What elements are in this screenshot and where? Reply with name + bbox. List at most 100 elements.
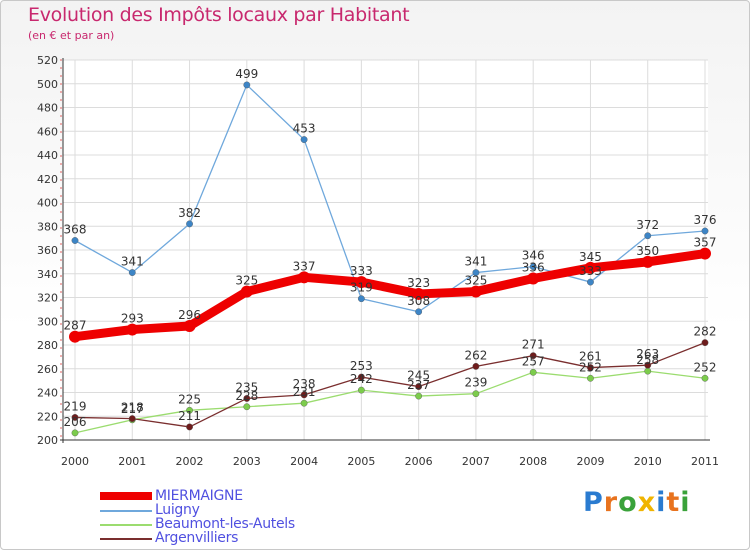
data-label: 211 <box>178 409 201 423</box>
data-label: 350 <box>636 244 659 258</box>
data-label: 333 <box>579 264 602 278</box>
y-tick-label: 380 <box>37 220 58 233</box>
data-label: 206 <box>64 415 87 429</box>
data-point <box>357 386 365 394</box>
y-tick-label: 260 <box>37 363 58 376</box>
data-label: 218 <box>121 401 144 415</box>
legend-label: MIERMAIGNE <box>155 488 243 504</box>
data-point <box>69 330 81 343</box>
y-tick-label: 440 <box>37 149 58 162</box>
data-point <box>71 414 79 421</box>
y-tick-label: 300 <box>37 315 58 328</box>
data-point <box>529 263 537 271</box>
y-tick-label: 420 <box>37 173 58 186</box>
data-label: 499 <box>235 67 258 81</box>
data-point <box>357 295 365 303</box>
data-label: 368 <box>64 223 87 237</box>
grid <box>63 59 708 441</box>
y-tick-label: 200 <box>37 434 58 447</box>
y-tick-label: 480 <box>37 102 58 115</box>
data-label: 372 <box>636 218 659 232</box>
data-point <box>355 276 368 289</box>
data-point <box>587 374 594 382</box>
x-tick-label: 2007 <box>462 455 490 468</box>
data-point <box>357 373 365 381</box>
x-tick-label: 2011 <box>691 455 719 468</box>
y-tick-label: 500 <box>37 78 58 91</box>
data-point <box>243 81 251 89</box>
data-point <box>701 374 709 382</box>
chart-subtitle: (en € et par an) <box>28 29 115 42</box>
data-label: 252 <box>579 360 602 374</box>
data-point <box>186 220 193 228</box>
chart-title: Evolution des Impôts locaux par Habitant <box>28 4 410 26</box>
data-point <box>472 362 480 370</box>
data-point <box>243 403 251 411</box>
axes: 200 220 240 260 280 300 320 340 360 380 400 420 440 4… <box>37 54 719 468</box>
data-point <box>186 406 193 414</box>
legend-label: Argenvilliers <box>155 530 239 546</box>
data-label: 231 <box>293 385 316 399</box>
x-tick-label: 2004 <box>290 455 318 468</box>
data-label: 325 <box>464 274 487 288</box>
data-label: 238 <box>293 377 316 391</box>
data-label: 323 <box>407 276 430 290</box>
y-tick-label: 320 <box>37 292 58 305</box>
x-tick-label: 2008 <box>519 455 547 468</box>
data-label: 217 <box>121 402 144 416</box>
data-label: 293 <box>121 312 144 326</box>
data-label: 219 <box>64 399 87 413</box>
data-label: 271 <box>522 338 545 352</box>
data-point <box>186 423 193 431</box>
legend-label: Luigny <box>155 502 200 518</box>
data-point <box>584 261 597 274</box>
data-label: 258 <box>636 353 659 367</box>
legend-swatch <box>100 538 152 540</box>
series-line-miermaigne <box>70 249 710 342</box>
logo-letter: P <box>583 487 604 518</box>
y-tick-label: 280 <box>37 339 58 352</box>
data-label: 263 <box>636 347 659 361</box>
logo-letter: i <box>656 487 667 518</box>
series-line-beaumont-les-autels <box>74 370 706 434</box>
data-label: 346 <box>522 249 545 263</box>
data-point <box>644 367 652 375</box>
data-label: 382 <box>178 206 201 220</box>
data-point <box>415 383 423 390</box>
data-labels: 287 293 296 325 337 333 323 325 336 345 350 357 368 3… <box>64 67 717 429</box>
data-point <box>243 395 251 402</box>
data-point <box>300 399 308 407</box>
x-tick-label: 2002 <box>176 455 204 468</box>
data-label: 287 <box>64 319 87 333</box>
data-point <box>71 237 79 244</box>
y-tick-label: 340 <box>37 268 58 281</box>
data-label: 228 <box>235 389 258 403</box>
data-label: 239 <box>464 376 487 390</box>
data-point <box>472 269 480 276</box>
x-tick-label: 2003 <box>233 455 261 468</box>
data-label: 453 <box>293 122 316 136</box>
series-lines <box>69 81 711 437</box>
data-point <box>701 339 709 347</box>
y-tick-label: 400 <box>37 197 58 210</box>
data-point <box>469 285 482 298</box>
logo-letter: o <box>618 487 638 518</box>
x-tick-label: 2000 <box>61 455 89 468</box>
data-point <box>300 391 308 399</box>
data-label: 257 <box>522 354 545 368</box>
data-point <box>641 255 654 268</box>
logo-letter: r <box>603 487 619 518</box>
data-point <box>472 390 480 398</box>
y-tick-label: 460 <box>37 125 58 138</box>
y-tick-label: 220 <box>37 410 58 423</box>
data-label: 282 <box>694 325 717 339</box>
data-point <box>699 247 711 260</box>
x-tick-label: 2009 <box>576 455 604 468</box>
data-label: 225 <box>178 392 201 406</box>
data-label: 357 <box>694 236 717 250</box>
data-label: 237 <box>407 378 430 392</box>
data-point <box>527 272 540 285</box>
logo-letter: t <box>666 487 681 518</box>
series-line-argenvilliers <box>74 341 706 428</box>
